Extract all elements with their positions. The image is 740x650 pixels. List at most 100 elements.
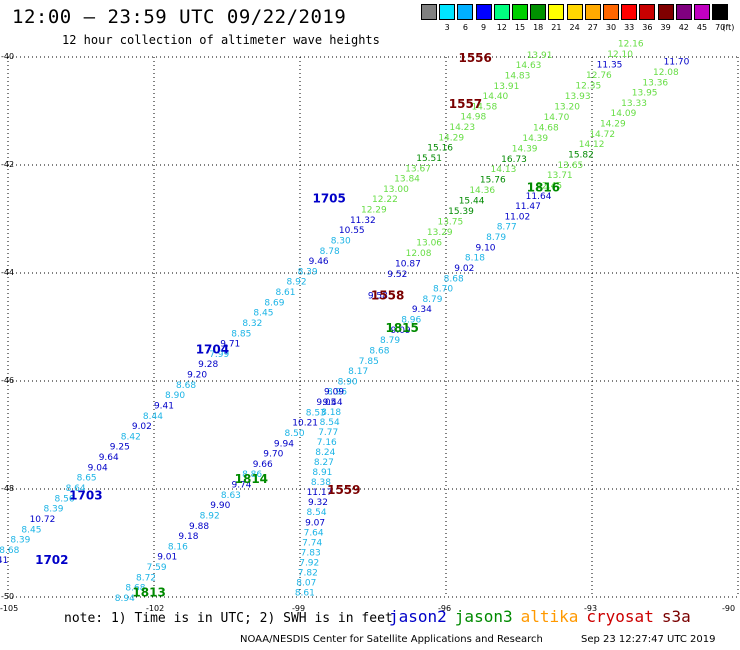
lon-tick-label: -99 — [292, 604, 305, 613]
wave-height-value: 8.78 — [320, 247, 340, 257]
wave-height-value: 13.67 — [405, 164, 431, 174]
wave-height-value: 13.93 — [565, 92, 591, 102]
wave-height-value: 8.96 — [327, 388, 347, 398]
wave-height-value: 12.76 — [586, 71, 612, 81]
lat-tick-label: -46 — [1, 376, 14, 385]
wave-height-value: 9.41 — [154, 401, 174, 411]
wave-height-value: 13.00 — [383, 185, 409, 195]
wave-height-value: 8.07 — [296, 579, 316, 589]
color-swatch — [421, 4, 437, 20]
wave-height-value: 13.91 — [494, 82, 520, 92]
wave-height-value: 9.58 — [368, 292, 388, 302]
wave-height-value: 14.39 — [512, 144, 538, 154]
wave-height-value: 14.39 — [522, 134, 548, 144]
wave-height-value: 9.28 — [198, 360, 218, 370]
wave-height-value: 8.79 — [422, 295, 442, 305]
wave-height-value: 8.63 — [221, 491, 241, 501]
legend-entry-jason2: jason2 — [389, 607, 447, 626]
wave-height-value: 15.82 — [568, 150, 594, 160]
color-swatch — [639, 4, 656, 20]
wave-height-value: 13.75 — [437, 218, 463, 228]
wave-height-value: 8.61 — [275, 288, 295, 298]
color-swatch — [566, 4, 583, 20]
wave-height-value: 9.25 — [110, 443, 130, 453]
color-swatch — [548, 4, 565, 20]
wave-height-value: 12.10 — [607, 50, 633, 60]
wave-height-value: 8.68 — [0, 546, 20, 556]
wave-height-value: 8.44 — [143, 412, 163, 422]
wave-height-value: 10.72 — [30, 515, 56, 525]
wave-height-value: 14.23 — [449, 123, 475, 133]
color-swatch — [621, 4, 638, 20]
wave-height-value: 14.83 — [505, 71, 531, 81]
color-swatch — [712, 4, 729, 20]
wave-height-value: 9.90 — [210, 501, 230, 511]
wave-height-value: 8.45 — [253, 309, 273, 319]
wave-height-value: 9.70 — [263, 450, 283, 460]
legend-entry-cryosat: cryosat — [586, 607, 654, 626]
wave-height-value: 14.40 — [483, 92, 509, 102]
wave-height-value: 8.32 — [242, 319, 262, 329]
color-scale-label: 24 — [569, 23, 580, 32]
wave-height-value: 9.02 — [132, 422, 152, 432]
wave-height-value: 12.08 — [406, 249, 432, 259]
wave-height-value: 13.95 — [632, 89, 658, 99]
lat-tick-label: -50 — [1, 592, 14, 601]
wave-height-value: 8.77 — [497, 223, 517, 233]
wave-height-value: 8.18 — [465, 254, 485, 264]
wave-height-value: 11.35 — [597, 60, 623, 70]
color-swatch — [657, 4, 674, 20]
color-scale-label: 39 — [660, 23, 671, 32]
color-scale-label: 12 — [496, 23, 507, 32]
wave-height-value: 8.79 — [486, 233, 506, 243]
color-swatch — [675, 4, 692, 20]
wave-height-value: 9.71 — [220, 340, 240, 350]
lon-tick-label: -102 — [146, 604, 164, 613]
wave-height-value: 9.44 — [323, 398, 343, 408]
wave-height-value: 9.09 — [391, 326, 411, 336]
pass-id-label: 1556 — [458, 51, 491, 65]
wave-height-value: 14.12 — [579, 140, 605, 150]
wave-height-value: 8.92 — [287, 278, 307, 288]
wave-height-value: 13.71 — [547, 171, 573, 181]
wave-height-value: 8.38 — [311, 478, 331, 488]
wave-height-value: 10.87 — [395, 260, 421, 270]
legend-entry-s3a: s3a — [661, 607, 691, 626]
wave-height-value: 9.04 — [88, 463, 108, 473]
generated-timestamp: Sep 23 12:27:47 UTC 2019 — [581, 634, 716, 645]
wave-height-value: 8.54 — [320, 418, 340, 428]
lat-tick-label: -40 — [1, 52, 14, 61]
wave-height-value: 9.32 — [308, 498, 328, 508]
pass-id-label: 1702 — [35, 553, 68, 567]
color-scale-label: 45 — [696, 23, 708, 32]
wave-height-value: 9.41 — [0, 556, 8, 566]
wave-height-value: 7.92 — [299, 558, 319, 568]
pass-id-label: 1559 — [327, 483, 360, 497]
wave-height-value: 13.65 — [558, 161, 584, 171]
wave-height-value: 8.39 — [43, 505, 63, 515]
wave-height-value: 12.35 — [575, 81, 601, 91]
wave-height-value: 13.06 — [416, 239, 442, 249]
color-swatch — [584, 4, 601, 20]
lat-tick-label: -48 — [1, 484, 14, 493]
wave-height-value: 8.68 — [369, 346, 389, 356]
wave-height-value: 14.09 — [611, 109, 637, 119]
wave-height-value: 8.39 — [298, 267, 318, 277]
wave-height-value: 14.72 — [589, 130, 615, 140]
pass-id-label: 1815 — [385, 321, 418, 335]
wave-height-value: 15.51 — [416, 154, 442, 164]
wave-height-value: 13.29 — [427, 228, 453, 238]
wave-height-value: 8.68 — [444, 274, 464, 284]
wave-height-value: 12.08 — [653, 68, 679, 78]
wave-height-value: 9.74 — [231, 481, 251, 491]
wave-height-value: 14.29 — [600, 120, 626, 130]
wave-height-value: 9.66 — [253, 460, 273, 470]
wave-height-value: 8.68 — [125, 584, 145, 594]
wave-height-value: 14.70 — [544, 113, 570, 123]
wave-height-value: 8.90 — [338, 377, 358, 387]
wave-height-value: 14.63 — [516, 61, 542, 71]
pass-id-label: 1558 — [371, 289, 404, 303]
wave-height-value: 9.34 — [412, 305, 432, 315]
lat-tick-label: -44 — [1, 268, 14, 277]
